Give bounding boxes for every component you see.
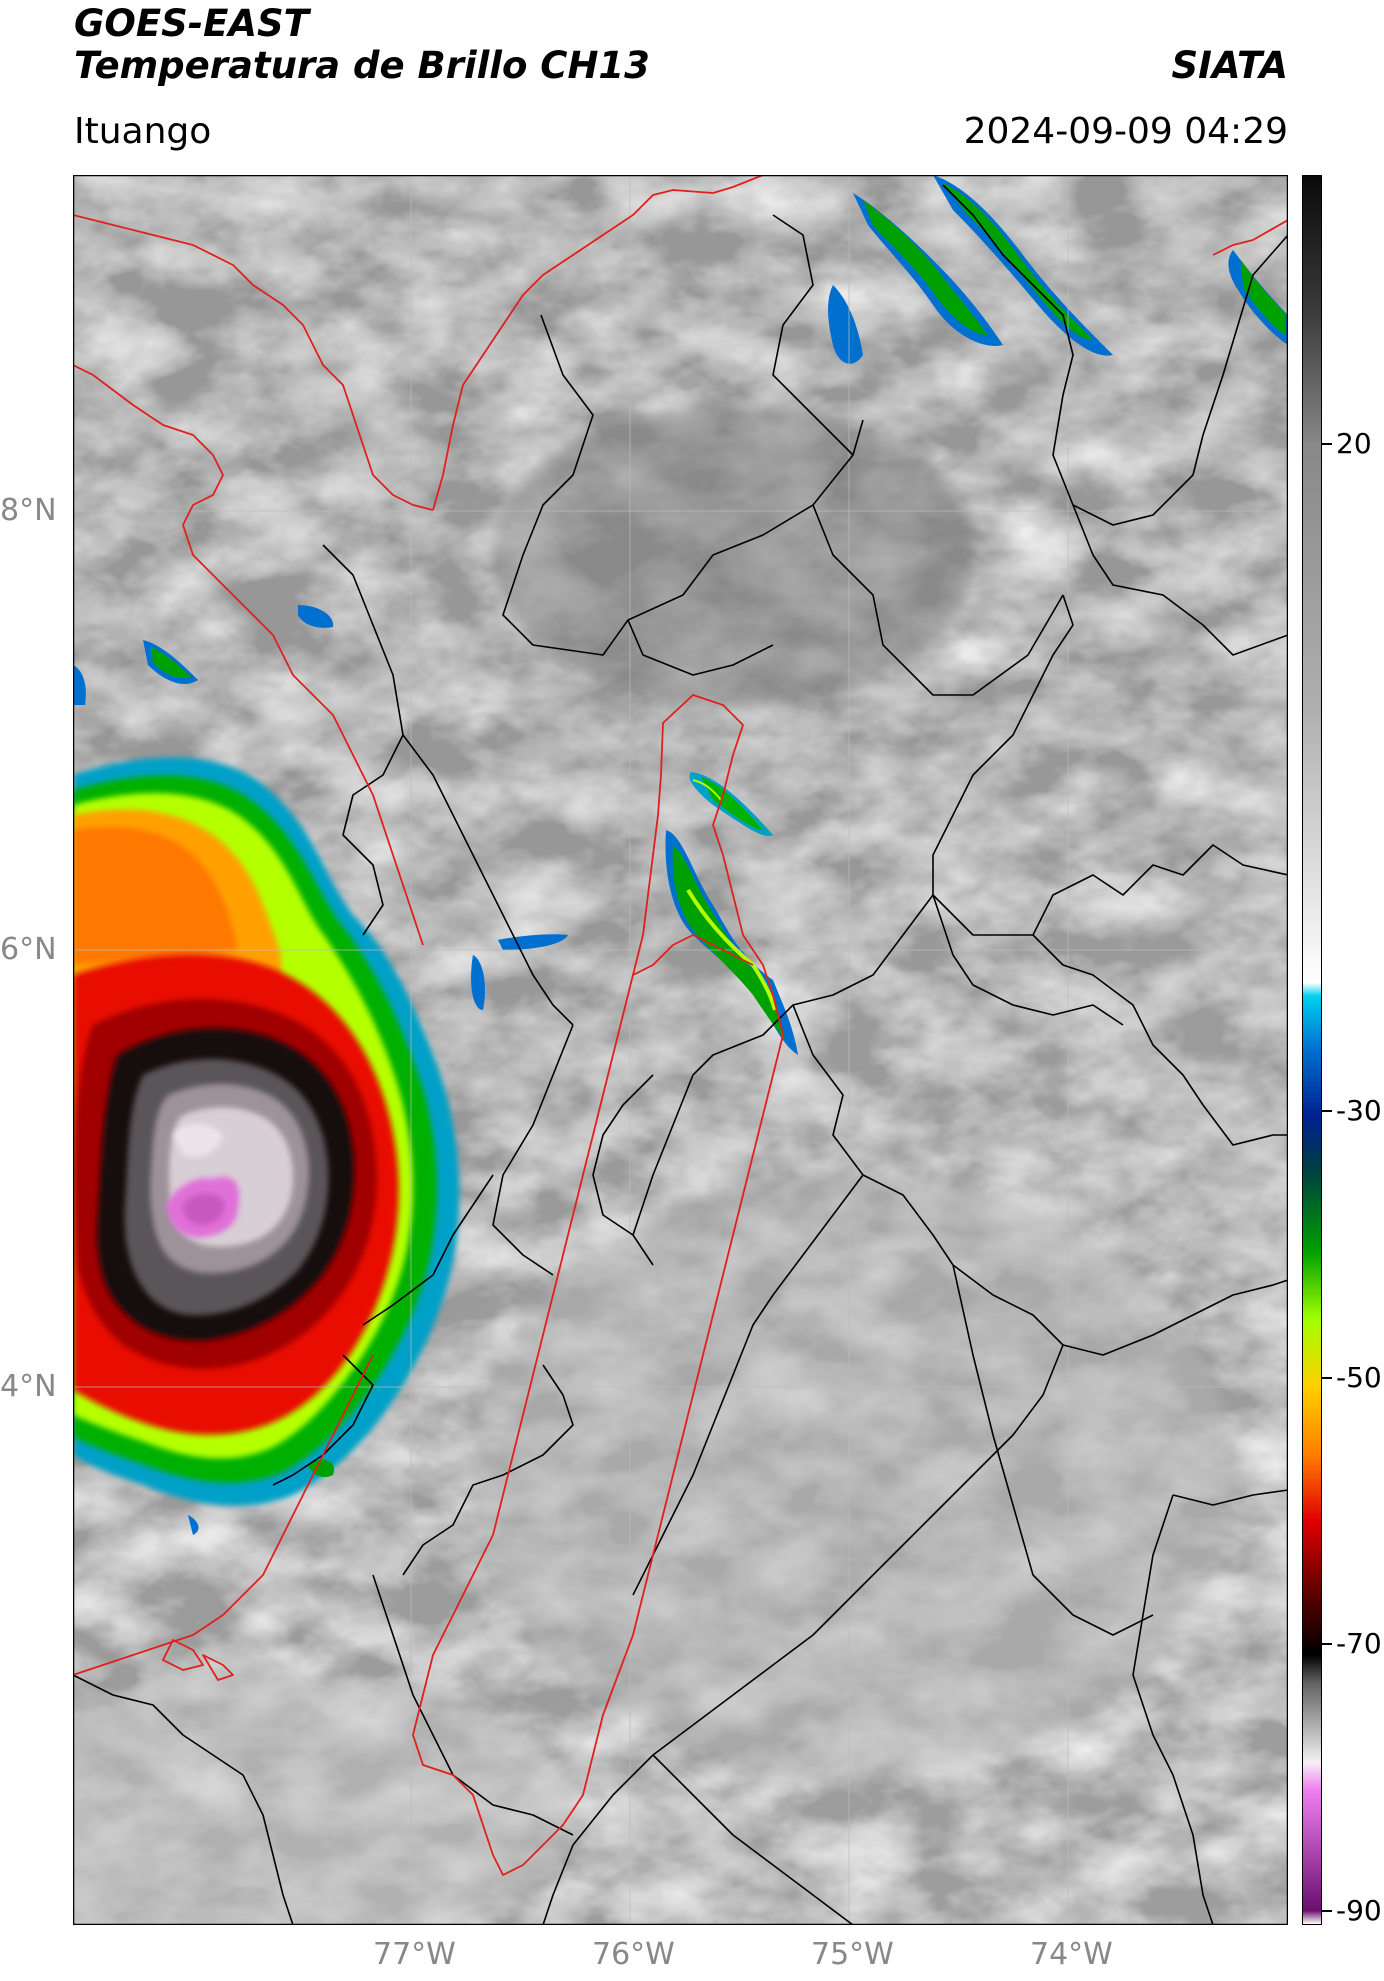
lat-label-6n: 6°N [0,932,57,967]
colorbar-label-minus70: -70 [1336,1627,1382,1660]
colorbar [1302,175,1322,1925]
region-borders [73,175,1288,1876]
lon-label-75w: 75°W [811,1937,894,1972]
org-label: SIATA [1171,44,1288,87]
dark-band-north [493,405,973,705]
lat-label-8n: 8°N [0,493,57,528]
colorbar-tick-minus90 [1322,1910,1332,1912]
lon-label-77w: 77°W [373,1937,456,1972]
department-borders [73,184,1288,1925]
graticule [73,175,1288,1925]
light-band-southwest [73,1675,573,1925]
lat-label-4n: 4°N [0,1369,57,1404]
product-title: Temperatura de Brillo CH13 [74,44,650,87]
colorbar-label-20: 20 [1336,427,1372,460]
lon-label-74w: 74°W [1030,1937,1113,1972]
colorbar-tick-minus50 [1322,1377,1332,1379]
satellite-map [73,175,1288,1925]
colorbar-tick-minus30 [1322,1110,1332,1112]
map-frame [73,175,1288,1925]
lon-label-76w: 76°W [592,1937,675,1972]
datetime-label: 2024-09-09 04:29 [963,111,1288,152]
colorbar-tick-20 [1322,443,1332,445]
satellite-title: GOES-EAST [74,2,309,45]
convective-cells [73,175,1288,1535]
colorbar-label-minus30: -30 [1336,1094,1382,1127]
colorbar-label-minus50: -50 [1336,1361,1382,1394]
convective-storm [73,757,460,1506]
light-band-south [473,1175,1233,1775]
colorbar-tick-minus70 [1322,1643,1332,1645]
colorbar-label-minus90: -90 [1336,1894,1382,1927]
location-label: Ituango [74,111,212,152]
